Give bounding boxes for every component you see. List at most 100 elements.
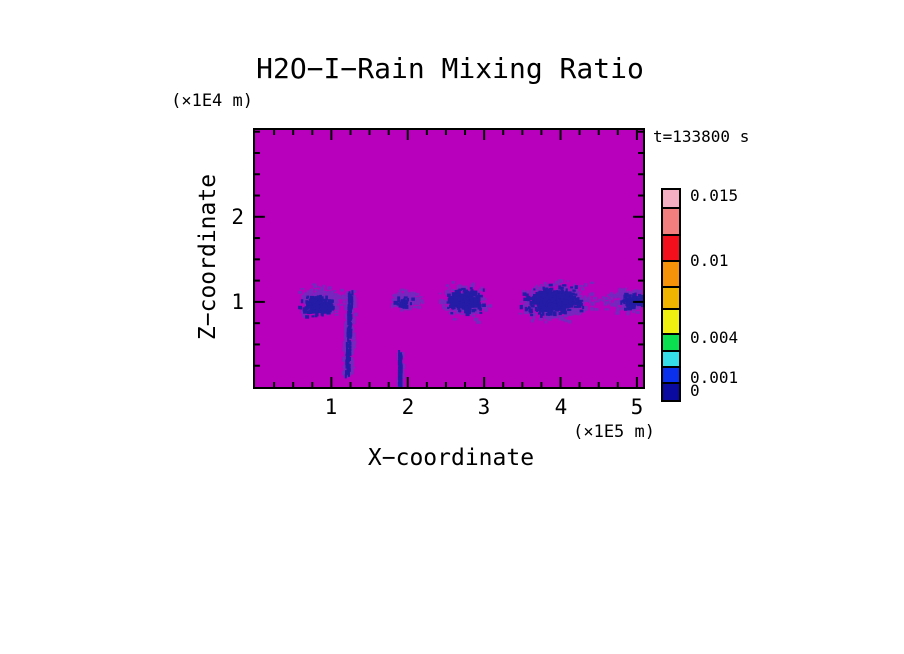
- rain-streak-fringe: [353, 294, 356, 299]
- rain-speckle-core: [453, 296, 458, 300]
- rain-speckle-core: [482, 303, 486, 307]
- rain-speckle-core: [482, 288, 485, 292]
- rain-speckle-core: [531, 300, 535, 305]
- rain-streak-fringe: [401, 363, 404, 368]
- rain-speckle-fringe: [406, 300, 411, 305]
- rain-speckle-fringe: [608, 299, 611, 304]
- rain-speckle-core: [572, 296, 577, 300]
- rain-speckle-fringe: [555, 316, 558, 319]
- rain-speckle-core: [320, 298, 324, 302]
- rain-speckle-fringe: [476, 310, 480, 315]
- rain-speckle-core: [540, 308, 545, 313]
- rain-streak-core: [398, 360, 401, 364]
- rain-streak-core: [347, 354, 349, 361]
- rain-speckle-fringe: [317, 286, 321, 288]
- rain-speckle-core: [477, 298, 481, 302]
- rain-speckle-core: [525, 307, 529, 311]
- rain-speckle-fringe: [543, 281, 547, 285]
- rain-speckle-fringe: [339, 296, 344, 300]
- rain-speckle-fringe: [614, 303, 619, 307]
- rain-speckle-fringe: [455, 310, 461, 314]
- colorbar-segment: [663, 384, 679, 400]
- rain-speckle-core: [533, 294, 538, 298]
- rain-speckle-fringe: [636, 307, 641, 310]
- rain-speckle-core: [632, 293, 637, 297]
- rain-streak-fringe: [345, 313, 349, 320]
- rain-speckle-core: [627, 307, 632, 310]
- rain-speckle-fringe: [443, 299, 446, 302]
- rain-speckle-core: [538, 309, 541, 315]
- rain-streak-fringe: [345, 337, 348, 340]
- rain-speckle-fringe: [475, 307, 480, 312]
- rain-speckle-fringe: [578, 291, 582, 294]
- rain-speckle-fringe: [621, 304, 626, 308]
- rain-streak-core: [349, 293, 352, 300]
- rain-speckle-fringe: [589, 293, 592, 297]
- rain-speckle-fringe: [445, 284, 450, 287]
- rain-speckle-fringe: [337, 294, 342, 297]
- rain-speckle-fringe: [531, 318, 534, 323]
- rain-speckle-core: [528, 308, 533, 313]
- rain-speckle-fringe: [555, 280, 560, 285]
- rain-speckle-core: [397, 299, 401, 303]
- rain-streak-fringe: [345, 295, 350, 298]
- rain-speckle-core: [562, 295, 567, 298]
- rain-speckle-core: [318, 307, 322, 310]
- rain-streak-fringe: [401, 382, 404, 387]
- rain-speckle-fringe: [567, 280, 570, 283]
- rain-speckle-fringe: [402, 293, 406, 295]
- rain-speckle-fringe: [412, 306, 417, 309]
- rain-speckle-fringe: [298, 290, 302, 294]
- rain-speckle-fringe: [393, 303, 398, 307]
- rain-speckle-core: [305, 315, 310, 319]
- rain-speckle-fringe: [330, 290, 334, 295]
- rain-speckle-fringe: [613, 300, 619, 304]
- rain-speckle-fringe: [325, 291, 329, 295]
- rain-streak-fringe: [353, 321, 356, 325]
- rain-streak-fringe: [342, 346, 347, 352]
- rain-speckle-fringe: [451, 289, 455, 292]
- rain-speckle-core: [526, 296, 531, 301]
- rain-speckle-fringe: [395, 298, 399, 301]
- rain-speckle-core: [543, 288, 546, 292]
- rain-speckle-fringe: [443, 300, 447, 305]
- rain-speckle-fringe: [314, 289, 319, 292]
- colorbar-segment: [663, 288, 679, 310]
- rain-speckle-core: [450, 312, 454, 315]
- rain-streak-core: [345, 370, 347, 376]
- rain-speckle-fringe: [400, 288, 405, 291]
- rain-streak-core: [347, 311, 350, 315]
- rain-speckle-fringe: [319, 290, 323, 293]
- rain-speckle-core: [322, 303, 326, 307]
- rain-streak-fringe: [343, 343, 346, 349]
- rain-speckle-fringe: [301, 294, 306, 298]
- rain-speckle-fringe: [532, 316, 536, 320]
- rain-speckle-core: [567, 291, 572, 296]
- rain-speckle-core: [446, 301, 450, 304]
- rain-speckle-core: [624, 292, 629, 296]
- rain-speckle-core: [533, 288, 536, 291]
- rain-speckle-core: [550, 287, 554, 291]
- rain-speckle-core: [311, 299, 314, 303]
- rain-speckle-fringe: [442, 307, 445, 310]
- rain-speckle-core: [327, 307, 331, 312]
- rain-streak-fringe: [349, 357, 354, 360]
- rain-speckle-fringe: [604, 297, 609, 300]
- rain-speckle-core: [469, 287, 473, 290]
- colorbar-label: 0: [690, 381, 700, 400]
- rain-streak-core: [348, 340, 351, 346]
- rain-speckle-fringe: [340, 288, 344, 292]
- rain-speckle-core: [447, 306, 450, 309]
- colorbar-label: 0.004: [690, 328, 739, 347]
- rain-speckle-core: [573, 305, 578, 308]
- rain-speckle-core: [565, 304, 570, 309]
- rain-speckle-fringe: [451, 281, 455, 284]
- rain-speckle-fringe: [572, 309, 577, 313]
- rain-streak-fringe: [341, 370, 345, 376]
- rain-speckle-fringe: [332, 301, 336, 306]
- rain-speckle-core: [312, 310, 318, 313]
- rain-speckle-core: [545, 297, 549, 301]
- rain-speckle-core: [570, 286, 573, 289]
- rain-speckle-core: [473, 305, 478, 308]
- rain-speckle-core: [307, 304, 311, 309]
